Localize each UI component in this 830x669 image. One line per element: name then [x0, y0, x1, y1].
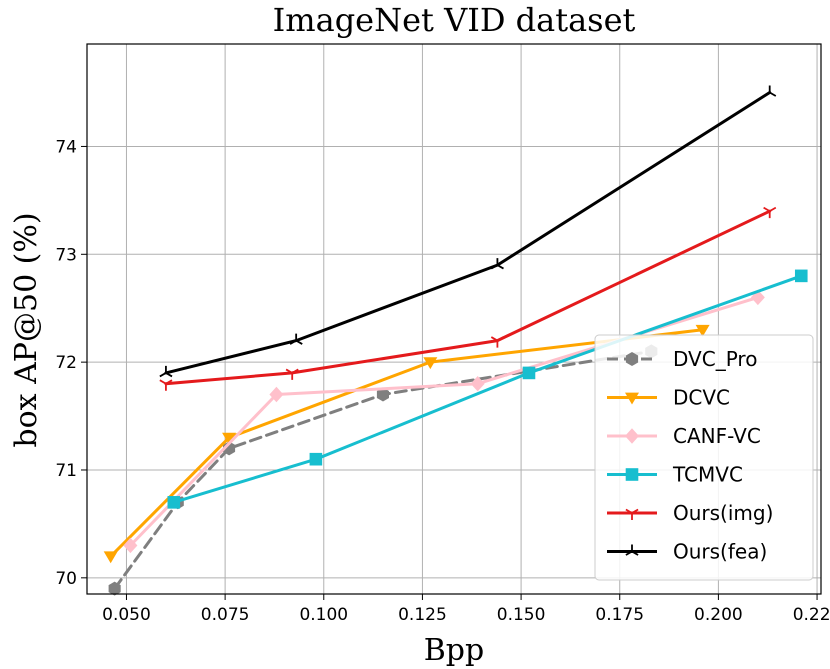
legend-marker: [625, 508, 639, 520]
y-tick-label: 72: [55, 353, 77, 373]
legend-marker: [625, 468, 639, 481]
data-point: [794, 269, 808, 283]
legend-item: Ours(img): [607, 501, 773, 525]
data-point: [285, 368, 299, 380]
legend-label: Ours(img): [673, 501, 773, 525]
x-tick-label: 0.100: [299, 605, 348, 625]
x-tick-label: 0.075: [201, 605, 250, 625]
data-point: [222, 432, 237, 445]
x-tick-label: 0.225: [793, 605, 830, 625]
data-point: [470, 376, 485, 392]
y-tick-label: 70: [55, 569, 77, 589]
series-line: [164, 91, 772, 375]
x-tick-label: 0.175: [595, 605, 644, 625]
legend-item: DCVC: [607, 386, 730, 410]
series-line: [172, 274, 803, 504]
data-point: [763, 85, 777, 97]
y-tick-label: 73: [55, 245, 77, 265]
tick-layer: 0.050 0.075 0.100 0.125 0.150 0.175 0.200 0.225…: [55, 137, 830, 625]
series-ours-img-: [159, 206, 777, 391]
data-point: [167, 496, 181, 509]
legend-marker: [625, 352, 639, 366]
y-axis-label: box AP@50 (%): [9, 212, 44, 447]
chart-title: ImageNet VID dataset: [273, 1, 636, 39]
x-tick-label: 0.200: [694, 605, 743, 625]
legend-item: TCMVC: [607, 463, 743, 487]
legend-marker: [625, 428, 639, 444]
legend-item: CANF-VC: [607, 424, 761, 448]
data-point: [376, 387, 389, 402]
legend-label: TCMVC: [672, 463, 743, 487]
series-ours-fea-: [159, 85, 777, 378]
data-point: [123, 537, 138, 554]
series-layer: [103, 85, 808, 596]
legend: DVC_Pro DCVC CANF-VC TCMVC Ours(img) Ours(fea…: [594, 334, 814, 581]
x-tick-label: 0.050: [102, 605, 151, 625]
data-point: [159, 379, 173, 391]
data-point: [490, 258, 504, 270]
x-tick-label: 0.150: [497, 605, 546, 625]
data-point: [108, 581, 121, 596]
legend-label: DVC_Pro: [673, 347, 757, 371]
x-axis-label: Bpp: [424, 633, 484, 668]
data-point: [159, 365, 173, 378]
legend-item: Ours(fea): [607, 540, 767, 564]
data-point: [309, 452, 323, 466]
data-point: [522, 366, 536, 380]
series-line: [164, 209, 772, 386]
legend-marker: [625, 544, 639, 556]
plot-frame: [86, 43, 822, 595]
data-point: [269, 386, 284, 403]
legend-label: CANF-VC: [673, 424, 761, 448]
legend-label: DCVC: [673, 386, 730, 410]
legend-label: Ours(fea): [673, 540, 767, 564]
data-point: [289, 333, 303, 345]
x-tick-label: 0.125: [398, 605, 447, 625]
data-point: [490, 336, 504, 348]
data-point: [763, 206, 777, 219]
legend-marker: [625, 392, 639, 405]
data-point: [103, 551, 118, 564]
data-point: [695, 324, 710, 337]
y-tick-label: 71: [55, 461, 77, 481]
series-tcmvc: [167, 269, 808, 509]
y-tick-label: 74: [55, 137, 77, 157]
legend-item: DVC_Pro: [607, 347, 757, 371]
data-point: [423, 357, 438, 370]
